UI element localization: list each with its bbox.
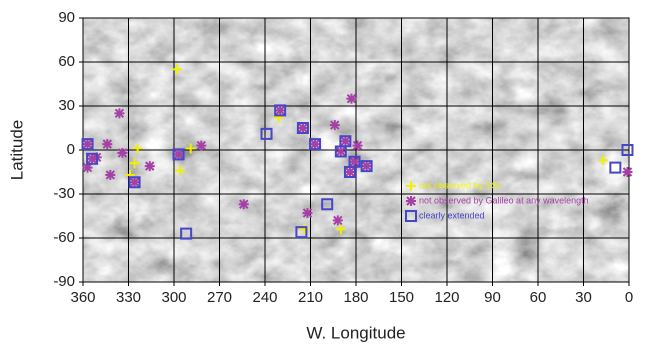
asterisk-marker — [275, 105, 285, 115]
x-tick-label: 90 — [484, 289, 501, 306]
y-tick-label: -60 — [53, 229, 75, 246]
asterisk-marker — [346, 94, 356, 104]
asterisk-marker — [87, 154, 97, 164]
legend-label: not observed by Galileo at any wavelengt… — [419, 195, 589, 205]
asterisk-marker — [345, 167, 355, 177]
y-tick-label: 60 — [58, 53, 75, 70]
y-tick-label: 90 — [58, 9, 75, 26]
y-tick-label: 0 — [67, 141, 75, 158]
asterisk-marker — [336, 146, 346, 156]
asterisk-marker — [239, 199, 249, 209]
asterisk-marker — [333, 215, 343, 225]
asterisk-marker — [83, 139, 93, 149]
x-tick-label: 0 — [625, 289, 633, 306]
asterisk-marker — [406, 196, 416, 206]
asterisk-marker — [117, 148, 127, 158]
asterisk-marker — [340, 136, 350, 146]
asterisk-marker — [174, 149, 184, 159]
legend-label: not observed by SSI — [419, 180, 500, 190]
legend-label: clearly extended — [419, 210, 485, 220]
asterisk-marker — [105, 170, 115, 180]
x-axis-label: W. Longitude — [306, 323, 405, 342]
x-tick-label: 240 — [252, 289, 277, 306]
x-tick-label: 360 — [70, 289, 95, 306]
asterisk-marker — [196, 141, 206, 151]
asterisk-marker — [298, 123, 308, 133]
x-tick-label: 270 — [207, 289, 232, 306]
asterisk-marker — [130, 177, 140, 187]
x-tick-label: 210 — [298, 289, 323, 306]
asterisk-marker — [330, 120, 340, 130]
chart: W. Longitude Latitude 360330300270240210… — [0, 0, 645, 348]
asterisk-marker — [353, 141, 363, 151]
asterisk-marker — [102, 139, 112, 149]
asterisk-marker — [310, 139, 320, 149]
x-tick-label: 330 — [116, 289, 141, 306]
asterisk-marker — [302, 208, 312, 218]
y-tick-label: -30 — [53, 185, 75, 202]
asterisk-marker — [114, 108, 124, 118]
asterisk-marker — [145, 161, 155, 171]
x-tick-label: 300 — [161, 289, 186, 306]
asterisk-marker — [349, 157, 359, 167]
x-tick-label: 60 — [530, 289, 547, 306]
x-tick-label: 30 — [575, 289, 592, 306]
x-tick-label: 120 — [434, 289, 459, 306]
y-axis-label: Latitude — [7, 120, 26, 181]
asterisk-marker — [362, 161, 372, 171]
y-tick-label: 30 — [58, 97, 75, 114]
x-tick-label: 180 — [343, 289, 368, 306]
asterisk-marker — [622, 167, 632, 177]
y-tick-label: -90 — [53, 273, 75, 290]
x-tick-label: 150 — [389, 289, 414, 306]
